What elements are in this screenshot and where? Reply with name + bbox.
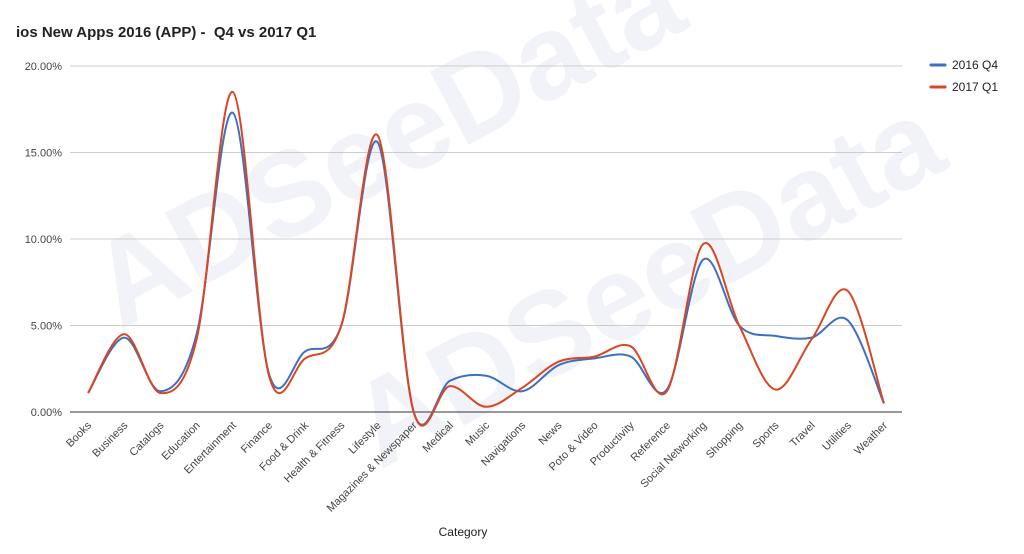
x-tick-label: Books — [64, 419, 94, 449]
x-axis-label: Category — [439, 525, 488, 539]
legend-label: 2017 Q1 — [952, 80, 998, 94]
x-tick-label: Travel — [788, 420, 818, 450]
legend: 2016 Q4 2017 Q1 — [929, 58, 998, 94]
x-tick-label: News — [537, 419, 565, 447]
x-axis-ticks: BooksBusinessCatalogsEducationEntertainm… — [64, 419, 890, 514]
y-tick-label: 20.00% — [25, 61, 63, 73]
gridlines — [70, 65, 902, 413]
y-tick-label: 0.00% — [31, 407, 62, 419]
y-tick-label: 10.00% — [25, 234, 63, 246]
x-tick-label: Sports — [751, 419, 782, 450]
legend-label: 2016 Q4 — [952, 58, 998, 72]
chart-title: ios New Apps 2016 (APP) - Q4 vs 2017 Q1 — [16, 24, 317, 41]
series-line-2017-q1 — [87, 90, 885, 427]
x-tick-label: Finance — [239, 420, 275, 456]
y-tick-label: 15.00% — [25, 148, 63, 160]
y-tick-label: 5.00% — [31, 321, 62, 333]
x-tick-label: Business — [90, 419, 130, 459]
x-tick-label: Health & Fitness — [282, 419, 348, 485]
x-tick-label: Social Networking — [638, 420, 709, 491]
y-axis-ticks: 0.00% 5.00% 10.00% 15.00% 20.00% — [25, 61, 63, 419]
x-tick-label: Shopping — [704, 420, 745, 461]
series-lines — [87, 90, 885, 427]
x-tick-label: Weather — [852, 419, 890, 457]
x-tick-label: Utilities — [820, 419, 854, 453]
